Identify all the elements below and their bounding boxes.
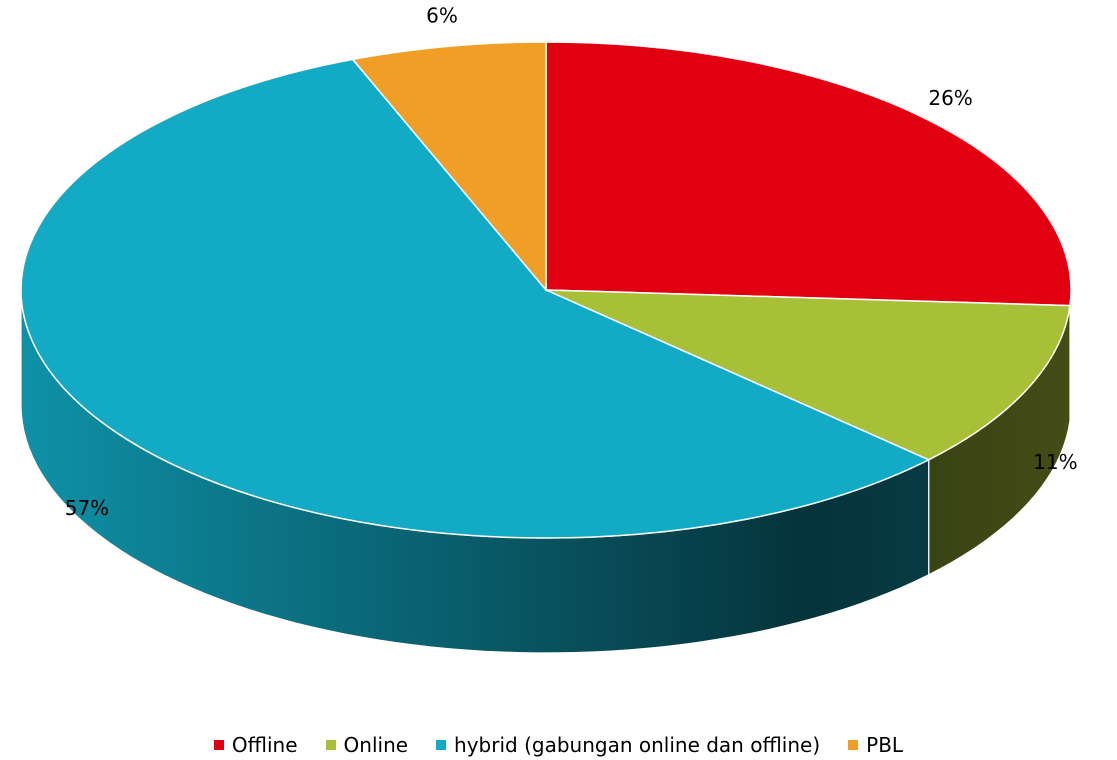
slice bbox=[545, 41, 1072, 307]
legend-item: Offline bbox=[213, 733, 298, 757]
data-label: 11% bbox=[1033, 450, 1077, 474]
data-label: 57% bbox=[65, 496, 109, 520]
slice bbox=[545, 289, 1071, 461]
slice bbox=[351, 41, 547, 293]
legend-swatch bbox=[436, 740, 447, 750]
legend-item: PBL bbox=[848, 733, 903, 757]
legend-label: Online bbox=[343, 733, 409, 757]
legend-item: hybrid (gabungan online dan offline) bbox=[436, 733, 820, 757]
legend-label: PBL bbox=[866, 733, 904, 757]
data-label: 6% bbox=[426, 3, 458, 27]
legend-label: hybrid (gabungan online dan offline) bbox=[454, 733, 821, 757]
data-label: 26% bbox=[928, 86, 972, 110]
legend-item: Online bbox=[325, 733, 409, 757]
legend-swatch bbox=[213, 740, 224, 750]
slice bbox=[20, 58, 931, 539]
legend: Offline Online hybrid (gabungan online dan… bbox=[0, 730, 1117, 760]
legend-swatch bbox=[325, 740, 336, 750]
chart: 26% 11% 57% 6% bbox=[20, 3, 1078, 654]
legend-swatch bbox=[848, 740, 859, 750]
legend-label: Offline bbox=[231, 733, 298, 757]
